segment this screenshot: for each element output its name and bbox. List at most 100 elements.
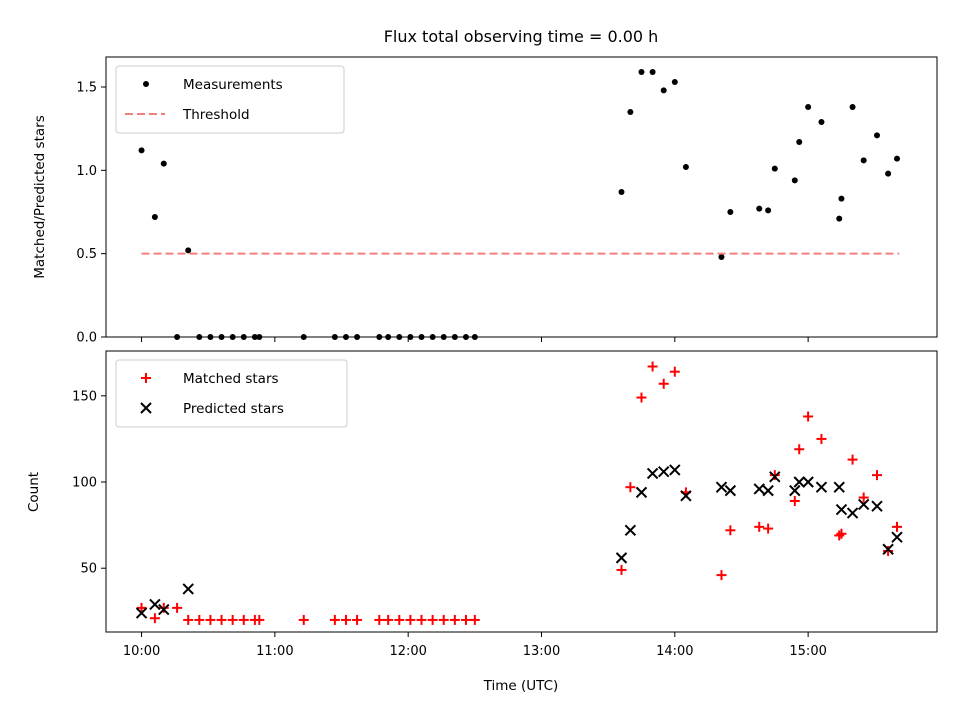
legend-matched-stars-label: Matched stars bbox=[183, 371, 279, 387]
top-legend: Measurements Threshold bbox=[115, 65, 345, 134]
matched-stars-point bbox=[669, 366, 680, 377]
predicted-stars-point bbox=[857, 498, 870, 511]
measurements-point bbox=[638, 69, 645, 75]
matched-stars-point bbox=[183, 614, 194, 625]
measurements-point bbox=[660, 87, 667, 94]
predicted-stars-point bbox=[871, 500, 883, 512]
predicted-stars-point bbox=[615, 552, 628, 564]
predicted-stars-point bbox=[891, 531, 903, 543]
legend-threshold-label: Threshold bbox=[182, 107, 250, 123]
measurements-point bbox=[894, 155, 901, 162]
top-y-tick-label: 0.5 bbox=[76, 247, 97, 262]
bottom-x-tick-label: 11:00 bbox=[256, 644, 293, 659]
matched-stars-point bbox=[794, 444, 805, 455]
legend-measurements-label: Measurements bbox=[183, 77, 283, 93]
top-y-tick-label: 1.5 bbox=[76, 81, 97, 96]
measurements-point bbox=[791, 177, 798, 184]
bottom-plot-frame bbox=[105, 350, 938, 633]
legend-predicted-stars-swatch bbox=[140, 402, 152, 414]
predicted-stars-point bbox=[815, 481, 828, 493]
top-y-tick-label: 0.0 bbox=[76, 331, 97, 346]
matched-stars-point bbox=[205, 614, 216, 625]
measurements-point bbox=[160, 160, 167, 167]
x-axis-label: Time (UTC) bbox=[483, 678, 559, 694]
matched-stars-point bbox=[416, 614, 427, 625]
measurements-point bbox=[618, 189, 625, 195]
matched-stars-point bbox=[427, 614, 438, 625]
predicted-stars-point bbox=[789, 484, 801, 497]
matched-stars-point bbox=[449, 614, 460, 625]
bottom-y-tick-label: 50 bbox=[80, 562, 97, 577]
measurements-point bbox=[671, 79, 678, 85]
matched-stars-point bbox=[847, 454, 858, 465]
bottom-x-tick-label: 14:00 bbox=[656, 644, 693, 659]
bottom-x-tick-label: 15:00 bbox=[789, 644, 826, 659]
matched-stars-point bbox=[460, 614, 471, 625]
matched-stars-point bbox=[227, 614, 238, 625]
top-panel-flux-ratio: 0.0 0.5 1.0 1.5 Measurements Threshold bbox=[76, 56, 938, 346]
measurements-point bbox=[796, 139, 803, 145]
matched-stars-point bbox=[625, 482, 636, 493]
legend-matched-stars-swatch bbox=[141, 373, 151, 383]
matched-stars-point bbox=[340, 614, 351, 625]
matched-stars-point bbox=[438, 614, 449, 625]
measurements-point bbox=[885, 170, 892, 177]
measurements-point bbox=[860, 157, 867, 164]
matched-stars-point bbox=[716, 570, 727, 581]
bottom-x-tick-label: 10:00 bbox=[123, 644, 160, 659]
predicted-stars-point bbox=[646, 467, 659, 480]
matched-stars-point bbox=[383, 614, 394, 625]
measurements-point bbox=[627, 109, 634, 115]
measurements-point bbox=[805, 104, 812, 110]
matched-stars-point bbox=[872, 470, 883, 481]
measurements-point bbox=[649, 69, 656, 75]
predicted-stars-point bbox=[769, 471, 781, 483]
predicted-stars-point bbox=[149, 598, 161, 611]
matched-stars-point bbox=[254, 614, 265, 625]
predicted-stars-point bbox=[182, 583, 194, 595]
matched-stars-point bbox=[636, 392, 647, 403]
matched-stars-point bbox=[647, 361, 658, 372]
top-y-tick-label: 1.0 bbox=[76, 164, 97, 179]
bottom-y-axis-label: Count bbox=[26, 472, 42, 512]
predicted-stars-point bbox=[835, 503, 848, 516]
predicted-stars-point bbox=[833, 481, 845, 493]
predicted-stars-point bbox=[135, 607, 148, 619]
matched-stars-point bbox=[816, 433, 827, 444]
matched-stars-point bbox=[329, 614, 340, 625]
matched-stars-point bbox=[374, 614, 385, 625]
predicted-stars-point bbox=[793, 476, 805, 488]
measurements-point bbox=[765, 207, 772, 214]
measurements-point bbox=[756, 205, 763, 212]
matched-stars-point bbox=[394, 614, 405, 625]
predicted-stars-point bbox=[669, 464, 681, 476]
measurements-point bbox=[838, 195, 845, 202]
matched-stars-point bbox=[158, 602, 169, 613]
matched-stars-point bbox=[769, 470, 780, 481]
bottom-x-tick-label: 12:00 bbox=[389, 644, 426, 659]
predicted-stars-point bbox=[635, 486, 648, 499]
matched-stars-point bbox=[883, 545, 894, 556]
predicted-stars-point bbox=[158, 603, 170, 616]
bottom-y-tick-label: 150 bbox=[72, 389, 97, 404]
matched-stars-point bbox=[298, 614, 309, 625]
matched-stars-point bbox=[149, 613, 160, 624]
matched-stars-point bbox=[616, 564, 627, 575]
legend-predicted-stars-label: Predicted stars bbox=[183, 401, 284, 417]
predicted-stars-point bbox=[762, 484, 774, 497]
chart-title: Flux total observing time = 0.00 h bbox=[384, 27, 659, 46]
matched-stars-point bbox=[803, 411, 814, 422]
top-plot-frame bbox=[105, 56, 938, 338]
bottom-y-tick-label: 100 bbox=[72, 476, 97, 491]
predicted-stars-point bbox=[753, 483, 765, 495]
matched-stars-point bbox=[136, 602, 147, 613]
matched-stars-point bbox=[725, 525, 736, 536]
bottom-legend-box bbox=[115, 359, 348, 428]
measurements-point bbox=[818, 119, 825, 125]
legend-measurements-swatch bbox=[143, 81, 149, 87]
predicted-stars-point bbox=[724, 484, 737, 497]
top-legend-box bbox=[115, 65, 345, 134]
measurements-point bbox=[185, 247, 192, 254]
predicted-stars-point bbox=[882, 543, 894, 555]
